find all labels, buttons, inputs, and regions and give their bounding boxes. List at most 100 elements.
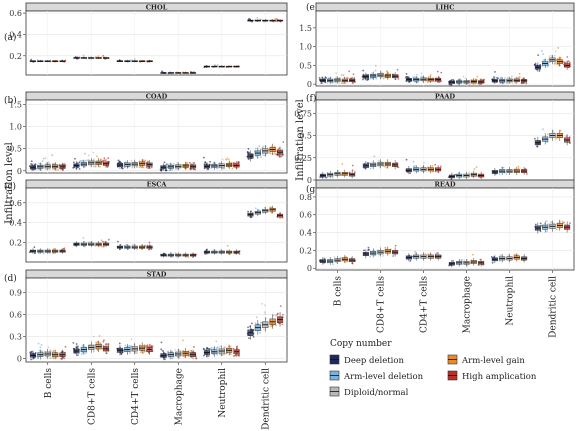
data-point xyxy=(125,243,128,246)
data-point xyxy=(404,76,407,79)
data-point xyxy=(102,55,105,57)
data-point xyxy=(53,247,56,250)
data-point xyxy=(385,70,388,73)
data-point xyxy=(392,255,395,257)
data-point xyxy=(250,216,253,219)
data-point xyxy=(52,168,54,170)
data-point xyxy=(509,81,512,84)
data-point xyxy=(92,165,95,168)
data-point xyxy=(475,166,478,168)
data-point xyxy=(323,257,326,260)
panel-paad: (f) PAAD 0 0.25 0.5 0.75 xyxy=(294,91,575,185)
data-point xyxy=(459,78,462,81)
data-point xyxy=(543,222,546,225)
data-point xyxy=(40,343,43,346)
data-point xyxy=(424,80,427,83)
data-point xyxy=(352,73,355,76)
data-point xyxy=(254,322,257,325)
legend-item: High amplication xyxy=(447,370,537,382)
data-point xyxy=(384,165,387,168)
data-point xyxy=(75,346,78,349)
data-point xyxy=(281,154,284,157)
data-point xyxy=(193,162,196,164)
data-point xyxy=(64,345,67,348)
y-tick-label: 0.3 xyxy=(9,332,22,341)
data-point xyxy=(412,165,415,168)
data-point xyxy=(416,73,418,76)
data-point xyxy=(175,168,177,171)
data-point xyxy=(98,342,101,344)
data-point xyxy=(107,343,110,346)
data-point xyxy=(475,78,478,81)
data-point xyxy=(333,256,336,259)
data-point xyxy=(51,154,54,157)
data-point xyxy=(143,344,146,347)
data-point xyxy=(210,346,213,349)
data-point xyxy=(557,47,560,49)
data-point xyxy=(471,82,474,85)
data-point xyxy=(76,354,79,357)
data-point xyxy=(409,259,412,262)
data-point xyxy=(81,160,84,163)
data-point xyxy=(103,159,106,162)
data-point xyxy=(566,56,569,58)
data-point xyxy=(57,168,60,171)
data-point xyxy=(124,344,127,347)
data-point xyxy=(436,70,439,73)
data-point xyxy=(326,81,329,84)
data-point xyxy=(231,167,234,170)
data-point xyxy=(85,351,88,354)
data-point xyxy=(502,166,505,169)
data-point xyxy=(83,165,86,168)
y-tick-label: 0.6 xyxy=(9,311,22,320)
data-point xyxy=(160,348,163,351)
data-point xyxy=(74,157,76,160)
y-tick-label: 0.8 xyxy=(299,193,312,202)
data-point xyxy=(94,165,97,168)
data-point xyxy=(429,74,432,76)
y-tick-label: 0.5 xyxy=(9,145,22,154)
data-point xyxy=(406,75,409,78)
legend-title: Copy number xyxy=(330,339,392,349)
data-point xyxy=(39,346,42,349)
data-point xyxy=(142,351,144,354)
data-point xyxy=(522,77,525,80)
data-point xyxy=(269,152,272,155)
data-point xyxy=(436,252,439,254)
data-point xyxy=(546,230,548,233)
data-point xyxy=(507,76,509,79)
data-point xyxy=(255,316,258,319)
data-point xyxy=(414,250,416,253)
data-point xyxy=(493,256,496,258)
data-point xyxy=(219,345,222,348)
data-point xyxy=(569,142,571,145)
x-tick-label: Dendritic cell xyxy=(549,276,559,338)
data-point xyxy=(339,256,342,259)
data-point xyxy=(561,220,564,223)
data-point xyxy=(102,159,105,162)
data-point xyxy=(255,155,258,158)
data-point xyxy=(171,168,174,171)
data-point xyxy=(60,357,63,360)
data-point xyxy=(130,338,133,341)
y-tick-label: 0.6 xyxy=(9,9,22,18)
y-tick-label: 0.6 xyxy=(9,199,22,208)
y-axis-label-left: Infiltration level xyxy=(4,142,15,224)
data-point xyxy=(40,168,43,171)
y-tick-label: 1.0 xyxy=(9,123,22,132)
data-point xyxy=(81,344,84,347)
data-point xyxy=(249,325,252,328)
data-point xyxy=(203,354,205,357)
plot-area xyxy=(315,99,575,181)
data-point xyxy=(342,74,345,76)
data-point xyxy=(256,17,259,19)
data-point xyxy=(460,259,463,262)
data-point xyxy=(494,71,496,73)
data-point xyxy=(335,261,338,264)
data-point xyxy=(452,260,455,262)
legend-label: High amplication xyxy=(462,372,537,382)
data-point xyxy=(427,76,430,78)
data-point xyxy=(541,65,544,68)
data-point xyxy=(38,349,41,352)
y-tick-label: 0.4 xyxy=(9,219,22,228)
